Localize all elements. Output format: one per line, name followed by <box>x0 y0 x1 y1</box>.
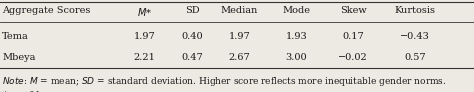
Text: 0.17: 0.17 <box>342 32 364 41</box>
Text: Mbeya: Mbeya <box>2 53 36 62</box>
Text: −0.02: −0.02 <box>338 53 368 62</box>
Text: 1.97: 1.97 <box>134 32 155 41</box>
Text: Kurtosis: Kurtosis <box>394 6 435 15</box>
Text: 0.47: 0.47 <box>181 53 203 62</box>
Text: Aggregate Scores: Aggregate Scores <box>2 6 91 15</box>
Text: Skew: Skew <box>340 6 366 15</box>
Text: $\mathit{Note}$: $\mathit{M}$ = mean; $\mathit{SD}$ = standard deviation. Higher: $\mathit{Note}$: $\mathit{M}$ = mean; $\… <box>2 75 447 87</box>
Text: $\mathit{M}$*: $\mathit{M}$* <box>137 6 152 18</box>
Text: −0.43: −0.43 <box>400 32 430 41</box>
Text: 1.97: 1.97 <box>228 32 250 41</box>
Text: 2.21: 2.21 <box>134 53 155 62</box>
Text: Mode: Mode <box>282 6 310 15</box>
Text: 3.00: 3.00 <box>285 53 307 62</box>
Text: *$\mathit{p}$ < .01.: *$\mathit{p}$ < .01. <box>2 89 44 92</box>
Text: SD: SD <box>185 6 199 15</box>
Text: 1.93: 1.93 <box>285 32 307 41</box>
Text: Tema: Tema <box>2 32 29 41</box>
Text: 2.67: 2.67 <box>228 53 250 62</box>
Text: 0.57: 0.57 <box>404 53 426 62</box>
Text: Median: Median <box>221 6 258 15</box>
Text: 0.40: 0.40 <box>181 32 203 41</box>
